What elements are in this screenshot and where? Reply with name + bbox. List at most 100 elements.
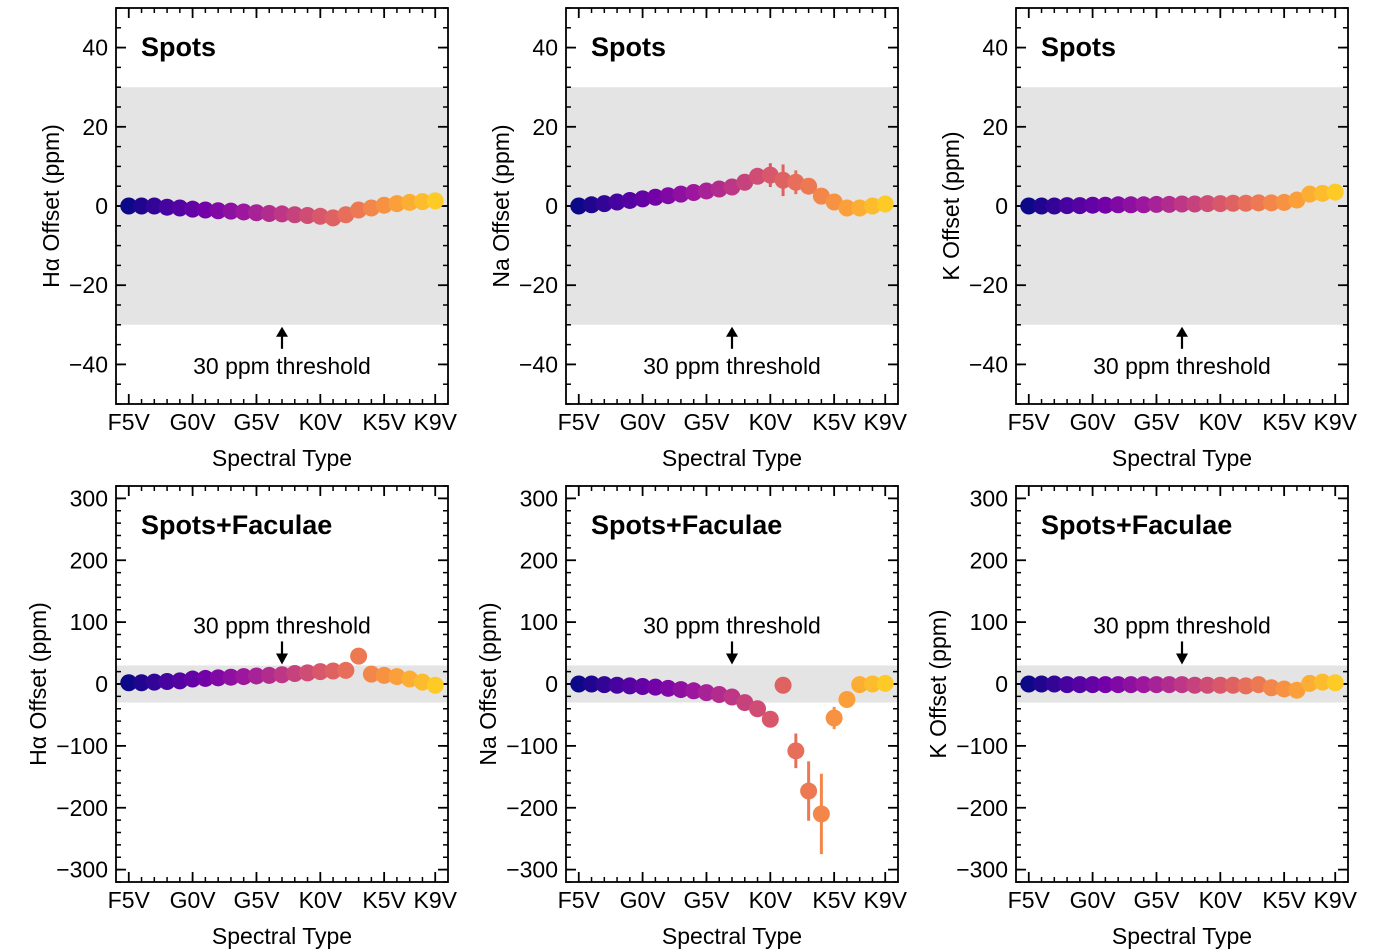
data-point (1045, 675, 1063, 693)
y-tick-label: −200 (56, 795, 108, 821)
data-point (1224, 194, 1242, 212)
data-point (145, 673, 163, 691)
annotation-text: 30 ppm threshold (643, 612, 821, 638)
data-point (222, 668, 240, 686)
x-tick-label: K5V (812, 887, 856, 913)
arrow-head (276, 326, 288, 337)
data-point (1224, 676, 1242, 694)
data-point (761, 166, 779, 184)
data-point (388, 195, 406, 213)
y-tick-label: −20 (519, 272, 558, 298)
panel-1: 40 20 0 −20 −40 F5V G0V G5V K0V K5V K9V Spectral Ty… (38, 7, 458, 471)
x-axis-label: Spectral Type (662, 445, 802, 471)
data-point (401, 193, 419, 211)
data-point (299, 207, 317, 225)
y-tick-label: 20 (982, 114, 1008, 140)
data-point (863, 675, 881, 693)
data-point (1211, 195, 1229, 213)
annotation-text: 30 ppm threshold (1093, 612, 1271, 638)
x-axis-label: Spectral Type (212, 923, 352, 949)
data-point (749, 700, 767, 718)
arrow-head (276, 653, 288, 665)
arrow-head (1176, 653, 1188, 665)
data-point (1173, 195, 1191, 213)
data-point (375, 196, 393, 214)
data-point (324, 209, 342, 227)
data-point (247, 667, 265, 685)
data-point (876, 195, 894, 213)
data-point (851, 676, 869, 694)
data-point (1084, 196, 1102, 214)
data-point (286, 206, 304, 224)
y-axis-label: Hα Offset (ppm) (25, 602, 51, 766)
data-point (595, 676, 613, 694)
data-point (851, 199, 869, 217)
data-point (685, 184, 703, 202)
data-point (812, 187, 830, 205)
data-point (672, 185, 690, 203)
plot-frame (565, 485, 899, 883)
data-point (621, 677, 639, 695)
y-tick-label: 0 (995, 193, 1008, 219)
data-point (273, 205, 291, 223)
panel-2: 40 20 0 −20 −40 F5V G0V G5V K0V K5V K9V Spectral Ty… (488, 7, 908, 471)
data-point (1020, 675, 1038, 693)
data-point (1262, 194, 1280, 212)
data-point (646, 188, 664, 206)
x-tick-label: K9V (1313, 887, 1357, 913)
data-point (1237, 194, 1255, 212)
plot-frame (115, 7, 449, 405)
x-tick-label: F5V (1008, 887, 1051, 913)
data-point (260, 205, 278, 223)
data-point (876, 674, 894, 692)
data-point (800, 782, 818, 800)
data-point (235, 668, 253, 686)
y-tick-label: −300 (956, 857, 1008, 883)
annotation-text: 30 ppm threshold (1093, 353, 1271, 379)
data-point (1237, 677, 1255, 695)
data-point (1186, 195, 1204, 213)
panel-title: Spots (1041, 32, 1116, 62)
x-tick-label: K5V (812, 409, 856, 435)
data-point (311, 207, 329, 225)
panel-title: Spots+Faculae (1041, 510, 1232, 540)
data-point (184, 200, 202, 218)
data-point (209, 669, 227, 687)
y-tick-label: −40 (519, 351, 558, 377)
data-point (1288, 681, 1306, 699)
data-point (1301, 185, 1319, 203)
data-point (723, 178, 741, 196)
data-point (1199, 195, 1217, 213)
data-point (286, 664, 304, 682)
x-tick-label: G5V (683, 409, 730, 435)
data-point (774, 171, 792, 189)
data-point (1071, 676, 1089, 694)
data-point (570, 197, 588, 215)
data-point (1313, 184, 1331, 202)
data-point (800, 177, 818, 195)
y-tick-label: −20 (969, 272, 1008, 298)
y-tick-label: 40 (532, 35, 558, 61)
y-tick-label: −40 (969, 351, 1008, 377)
data-point (120, 197, 138, 215)
x-tick-label: G0V (170, 409, 217, 435)
data-point (1020, 197, 1038, 215)
data-point (710, 686, 728, 704)
x-tick-label: G0V (1070, 409, 1117, 435)
x-tick-label: K0V (1199, 887, 1243, 913)
y-tick-label: 300 (970, 485, 1008, 511)
annotation-text: 30 ppm threshold (193, 612, 371, 638)
data-point (1033, 197, 1051, 215)
y-tick-label: 300 (70, 485, 108, 511)
data-point (570, 675, 588, 693)
x-tick-label: K0V (749, 409, 793, 435)
data-point (608, 676, 626, 694)
annotation-text: 30 ppm threshold (643, 353, 821, 379)
y-tick-label: 200 (70, 547, 108, 573)
data-point (1211, 676, 1229, 694)
data-point (1173, 676, 1191, 694)
x-tick-label: F5V (108, 409, 151, 435)
y-tick-label: 200 (520, 547, 558, 573)
x-tick-label: K5V (1262, 409, 1306, 435)
x-axis-label: Spectral Type (212, 445, 352, 471)
